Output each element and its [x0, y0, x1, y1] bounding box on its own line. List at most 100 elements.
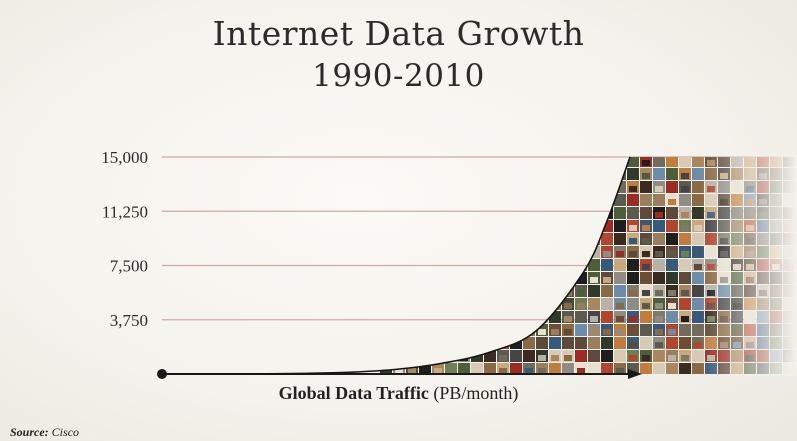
mosaic-tile [523, 220, 535, 232]
mosaic-tile [471, 298, 483, 310]
mosaic-tile [666, 311, 678, 323]
mosaic-tile [549, 298, 561, 310]
mosaic-tile-detail [512, 251, 520, 257]
mosaic-tile [393, 324, 405, 336]
mosaic-tile [497, 181, 509, 193]
mosaic-tile [380, 220, 392, 232]
mosaic-tile [380, 324, 392, 336]
mosaic-tile-detail [642, 160, 650, 166]
mosaic-tile [666, 233, 678, 245]
mosaic-tile-detail [395, 368, 403, 374]
mosaic-tile-detail [460, 329, 468, 335]
mosaic-tile [406, 207, 418, 219]
mosaic-tile-detail [668, 303, 676, 309]
mosaic-tile [523, 324, 535, 336]
mosaic-tile-detail [577, 290, 585, 296]
mosaic-tile [536, 233, 548, 245]
mosaic-tile-detail [577, 303, 585, 309]
mosaic-tile-detail [499, 355, 507, 361]
mosaic-tile-detail [447, 212, 455, 218]
mosaic-tile-detail [447, 342, 455, 348]
mosaic-tile-detail [434, 355, 442, 361]
mosaic-tile-detail [681, 212, 689, 218]
mosaic-tile [458, 233, 470, 245]
mosaic-tile [640, 181, 652, 193]
mosaic-tile [666, 168, 678, 180]
mosaic-tile-detail [408, 199, 416, 205]
mosaic-tile [562, 233, 574, 245]
mosaic-tile [432, 337, 444, 349]
mosaic-tile-detail [681, 355, 689, 361]
mosaic-tile [419, 298, 431, 310]
mosaic-tile-detail [408, 303, 416, 309]
mosaic-tile [471, 181, 483, 193]
mosaic-tile [380, 298, 392, 310]
mosaic-tile [666, 181, 678, 193]
mosaic-tile [666, 259, 678, 271]
mosaic-tile-detail [382, 225, 390, 231]
mosaic-tile [432, 233, 444, 245]
mosaic-tile [588, 207, 600, 219]
mosaic-tile [536, 194, 548, 206]
mosaic-tile [484, 337, 496, 349]
mosaic-tile-detail [395, 212, 403, 218]
mosaic-tile [601, 181, 613, 193]
y-tick-label: 11,250 [102, 202, 148, 221]
mosaic-tile [601, 285, 613, 297]
mosaic-tile [432, 220, 444, 232]
mosaic-tile-detail [590, 186, 598, 192]
mosaic-tile [497, 311, 509, 323]
mosaic-tile [419, 363, 431, 374]
mosaic-tile [458, 324, 470, 336]
mosaic-tile [588, 168, 600, 180]
mosaic-tile [614, 285, 626, 297]
mosaic-tile [653, 168, 665, 180]
mosaic-tile [471, 285, 483, 297]
mosaic-tile-detail [681, 186, 689, 192]
mosaic-tile [445, 220, 457, 232]
mosaic-tile [406, 298, 418, 310]
mosaic-tile-detail [460, 225, 468, 231]
mosaic-tile-detail [434, 199, 442, 205]
mosaic-tile [471, 194, 483, 206]
mosaic-tile [380, 337, 392, 349]
mosaic-tile [484, 168, 496, 180]
mosaic-tile [588, 337, 600, 349]
mosaic-tile-detail [681, 225, 689, 231]
mosaic-tile [536, 181, 548, 193]
mosaic-tile-detail [590, 225, 598, 231]
mosaic-tile [471, 207, 483, 219]
mosaic-tile [458, 298, 470, 310]
mosaic-tile-detail [421, 303, 429, 309]
x-axis-label-unit: (PB/month) [433, 383, 519, 403]
mosaic-tile [679, 259, 691, 271]
y-tick-labels: 15,000 11,250 7,500 3,750 [101, 148, 148, 330]
mosaic-tile [484, 324, 496, 336]
mosaic-tile [419, 350, 431, 362]
mosaic-tile [393, 285, 405, 297]
mosaic-tile [432, 272, 444, 284]
mosaic-tile-detail [421, 329, 429, 335]
mosaic-tile-detail [590, 329, 598, 335]
mosaic-tile-detail [616, 160, 624, 166]
mosaic-tile [484, 285, 496, 297]
mosaic-tile-detail [642, 251, 650, 257]
mosaic-tile [562, 337, 574, 349]
mosaic-tile-detail [538, 329, 546, 335]
mosaic-tile-detail [499, 368, 507, 374]
mosaic-tile [536, 246, 548, 258]
mosaic-tile [380, 246, 392, 258]
mosaic-tile [393, 207, 405, 219]
mosaic-tile [432, 181, 444, 193]
mosaic-tile [575, 311, 587, 323]
mosaic-tile-detail [564, 238, 572, 244]
mosaic-tile-detail [473, 303, 481, 309]
mosaic-tile-detail [434, 329, 442, 335]
mosaic-tile-detail [668, 199, 676, 205]
mosaic-tile-detail [577, 368, 585, 374]
mosaic-tile [653, 363, 665, 374]
mosaic-tile [627, 207, 639, 219]
mosaic-tile [445, 337, 457, 349]
mosaic-tile [419, 337, 431, 349]
mosaic-tile [549, 363, 561, 374]
